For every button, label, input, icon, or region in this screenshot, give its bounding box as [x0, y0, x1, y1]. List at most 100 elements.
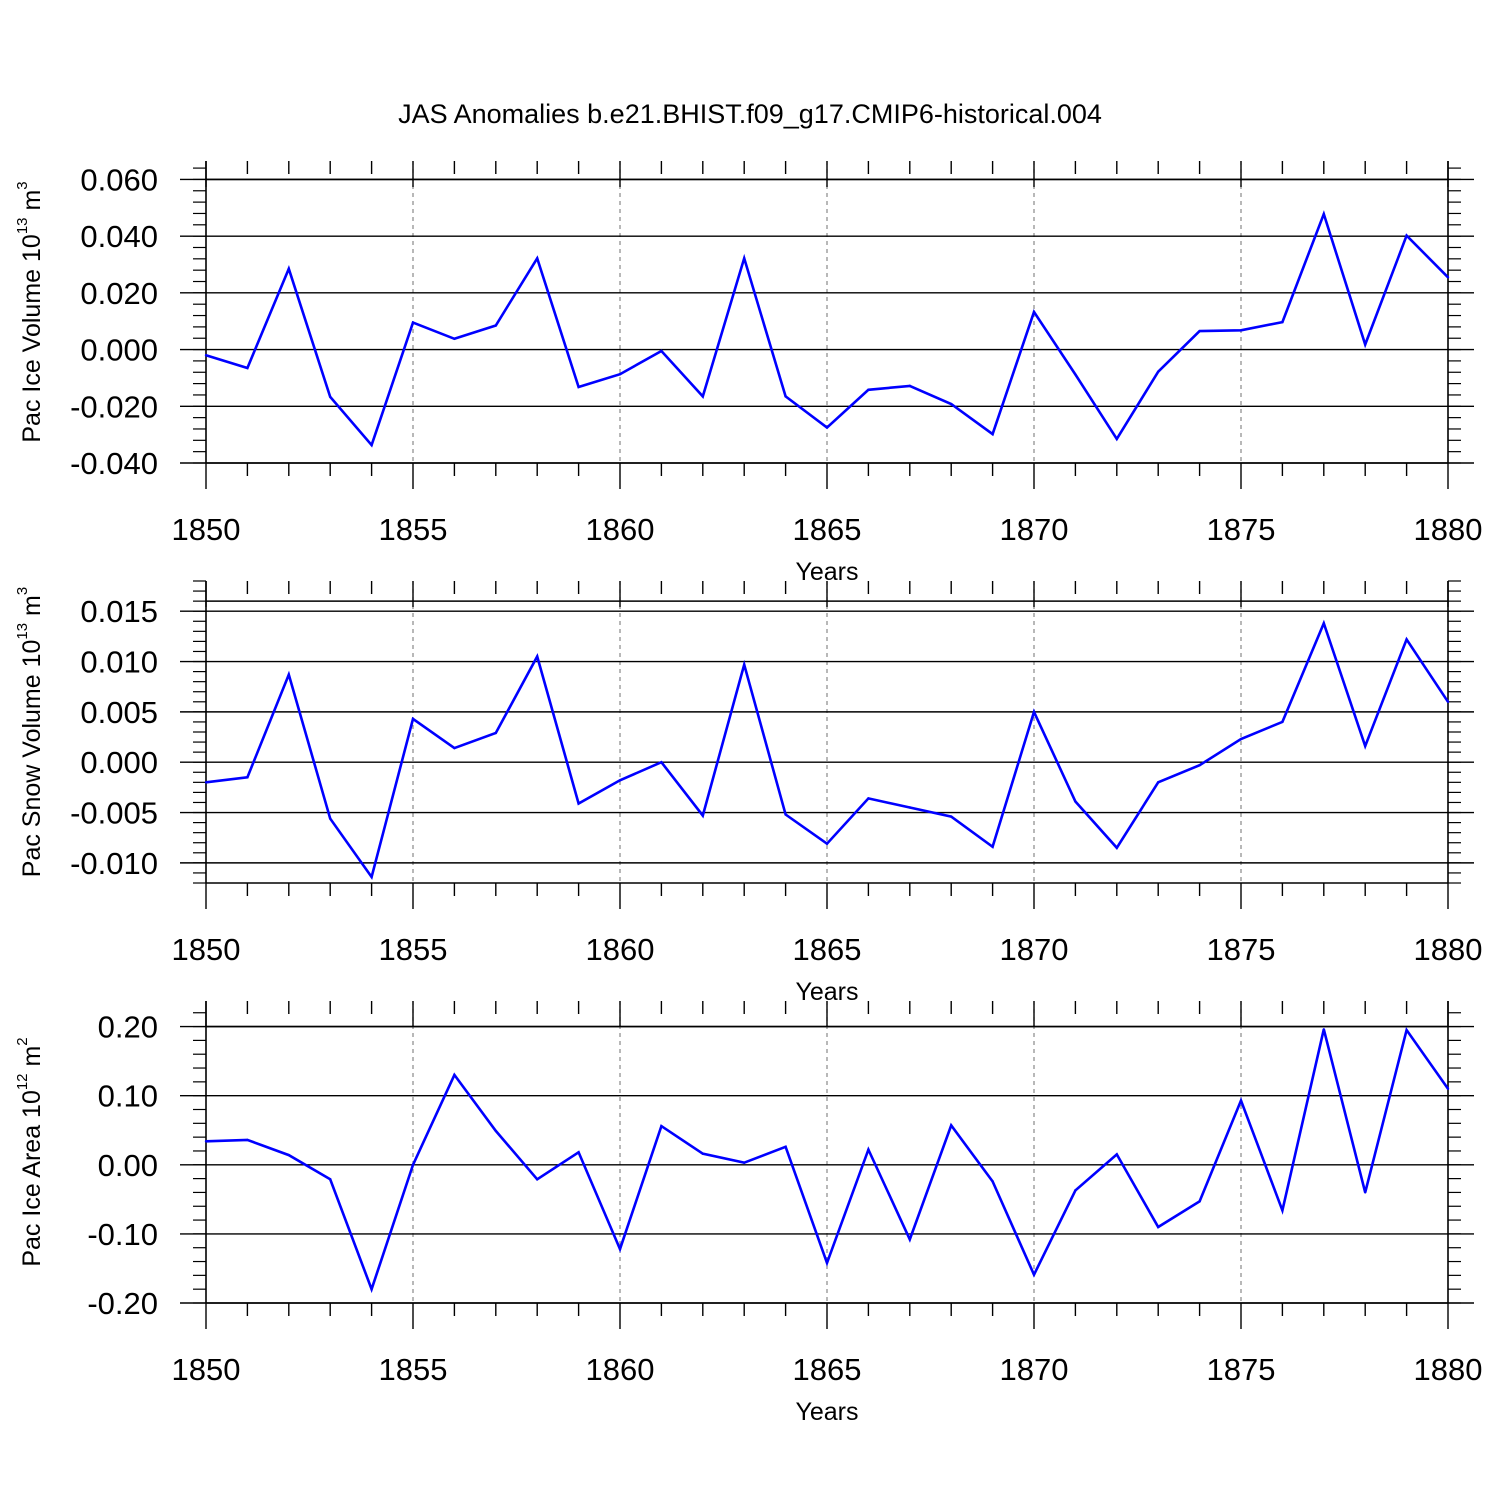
x-tick-label: 1870 — [1000, 1352, 1069, 1387]
data-point — [1405, 1028, 1408, 1032]
data-point — [1281, 1209, 1284, 1212]
data-point — [701, 814, 704, 817]
data-point — [1364, 1191, 1367, 1194]
y-tick-label: 0.10 — [98, 1079, 158, 1114]
y-tick-label: 0.000 — [80, 333, 158, 368]
data-point — [370, 875, 373, 879]
y-axis-title: Pac Snow Volume 1013 m3 — [14, 587, 46, 877]
data-point — [1322, 1028, 1326, 1031]
y-tick-label: 0.005 — [80, 695, 158, 730]
data-point — [536, 1178, 539, 1181]
data-point — [908, 806, 911, 809]
y-tick-label: 0.00 — [98, 1148, 158, 1183]
data-point — [1115, 1153, 1119, 1156]
y-axis-title-exponent: 13 — [14, 217, 31, 234]
x-tick-label: 1865 — [793, 512, 862, 547]
data-point — [494, 324, 497, 327]
data-point — [453, 337, 456, 340]
y-axis-title-text: Pac Snow Volume 10 — [18, 640, 46, 878]
data-point — [536, 257, 539, 260]
data-point — [411, 717, 415, 721]
data-point — [1405, 234, 1408, 237]
data-point — [246, 1138, 249, 1142]
x-tick-label: 1850 — [172, 512, 241, 547]
data-point — [1364, 343, 1367, 346]
x-tick-label: 1860 — [586, 1352, 655, 1387]
y-axis-title-unit-exponent: 2 — [14, 1037, 31, 1045]
y-tick-label: 0.010 — [80, 645, 158, 680]
x-grid-lines — [412, 581, 1242, 883]
x-tick-label: 1880 — [1414, 932, 1483, 967]
x-tick-label: 1855 — [379, 512, 448, 547]
data-point — [204, 781, 208, 784]
data-point — [329, 395, 332, 399]
data-point — [991, 845, 994, 848]
data-point — [1157, 1225, 1160, 1229]
y-axis-title-unit: m — [18, 595, 46, 623]
tick-labels: -0.040 -0.020 0.000 0.020 0.040 0.060 1850 1855… — [70, 162, 1482, 547]
data-point — [1239, 737, 1243, 741]
data-point — [1074, 1189, 1077, 1192]
data-point — [287, 673, 290, 676]
data-point — [867, 388, 870, 392]
y-tick-label: -0.005 — [70, 796, 158, 831]
y-axis-title: Pac Ice Area 1012 m2 — [14, 1037, 46, 1266]
data-point — [950, 1124, 953, 1127]
data-point — [784, 1145, 787, 1149]
tick-labels: -0.010 -0.005 0.000 0.005 0.010 0.015 1850 1855… — [70, 594, 1482, 967]
y-axis-title: Pac Ice Volume 1013 m3 — [14, 181, 46, 442]
y-axis-title-text: Pac Ice Volume 10 — [18, 234, 46, 442]
data-point — [1281, 720, 1284, 724]
x-grid-lines — [412, 161, 1242, 463]
data-point — [618, 1247, 622, 1251]
data-point — [1115, 846, 1119, 849]
y-tick-label: 0.000 — [80, 745, 158, 780]
data-point — [825, 842, 829, 845]
data-point — [867, 1148, 870, 1151]
data-point — [618, 373, 622, 376]
x-tick-label: 1870 — [1000, 512, 1069, 547]
y-axis-title-text: Pac Ice Area 10 — [18, 1090, 46, 1267]
y-tick-label: -0.020 — [70, 389, 158, 424]
data-point — [743, 257, 746, 260]
x-tick-label: 1875 — [1207, 512, 1276, 547]
x-tick-label: 1865 — [793, 932, 862, 967]
figure-title: JAS Anomalies b.e21.BHIST.f09_g17.CMIP6-… — [398, 99, 1102, 129]
data-point — [1032, 1273, 1036, 1276]
data-point — [1157, 781, 1160, 784]
plot-frame — [205, 1001, 1449, 1304]
data-point — [867, 797, 870, 800]
data-point — [991, 432, 994, 436]
y-axis-title-unit-exponent: 3 — [14, 181, 31, 189]
data-point — [1032, 710, 1036, 714]
data-point — [1074, 800, 1077, 803]
data-point — [1239, 329, 1243, 332]
data-point — [1239, 1099, 1243, 1102]
y-tick-label: -0.10 — [87, 1217, 158, 1252]
data-point — [329, 817, 332, 820]
data-point — [701, 395, 704, 398]
y-axis-title-exponent: 12 — [14, 1073, 31, 1090]
data-point — [660, 761, 663, 764]
data-point — [577, 1151, 580, 1154]
data-point — [618, 779, 622, 782]
x-tick-label: 1850 — [172, 1352, 241, 1387]
data-point — [246, 366, 249, 370]
data-point — [1198, 764, 1201, 767]
data-point — [329, 1178, 332, 1181]
data-point — [1032, 310, 1036, 314]
data-point — [370, 443, 373, 447]
series-group — [204, 210, 1450, 448]
data-point — [908, 1238, 911, 1241]
data-point — [743, 663, 746, 666]
data-point — [494, 1129, 497, 1133]
y-axis-title-unit-exponent: 3 — [14, 587, 31, 595]
x-axis-title: Years — [795, 1398, 858, 1426]
data-point — [411, 1163, 415, 1166]
data-point — [1115, 437, 1119, 441]
data-point — [1446, 276, 1450, 279]
data-point — [1198, 329, 1201, 333]
x-tick-label: 1880 — [1414, 512, 1483, 547]
data-point — [536, 655, 539, 658]
y-tick-label: 0.060 — [80, 162, 158, 197]
